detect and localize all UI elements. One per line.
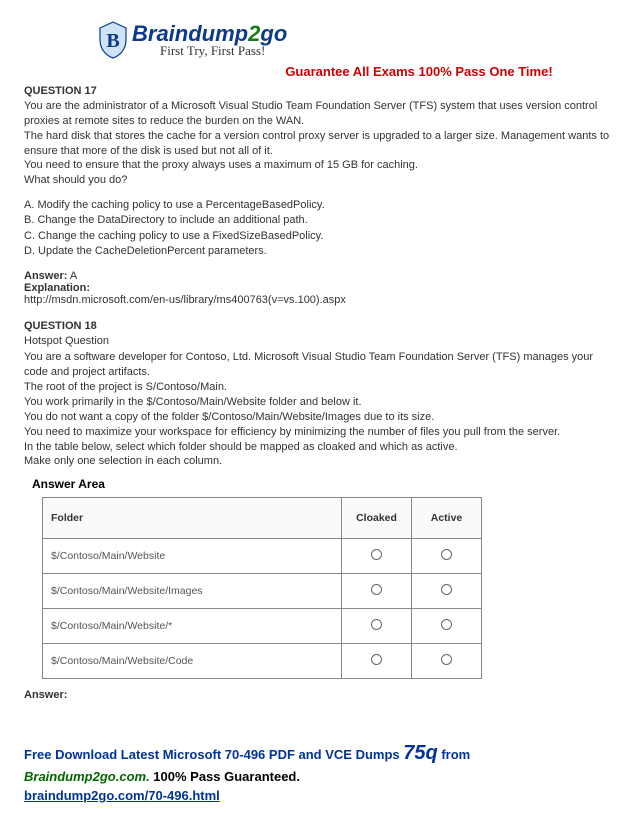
hotspot-table: Folder Cloaked Active $/Contoso/Main/Web… (42, 497, 482, 679)
q18-title: QUESTION 18 (24, 320, 614, 332)
radio-cloaked-0[interactable] (371, 549, 382, 560)
q17-option-a: A. Modify the caching policy to use a Pe… (24, 198, 614, 213)
logo: B Braindump2go First Try, First Pass! (96, 20, 287, 60)
col-cloaked: Cloaked (342, 498, 412, 539)
radio-cloaked-1[interactable] (371, 584, 382, 595)
q17-option-d: D. Update the CacheDeletionPercent param… (24, 244, 614, 259)
svg-text:B: B (106, 30, 119, 52)
folder-cell: $/Contoso/Main/Website (43, 539, 342, 574)
q17-body: You are the administrator of a Microsoft… (24, 99, 614, 188)
table-row: $/Contoso/Main/Website/Images (43, 574, 482, 609)
footer-brand: Braindump2go.com. (24, 769, 150, 784)
q17-answer-row: Answer: A (24, 270, 614, 282)
col-active: Active (412, 498, 482, 539)
folder-cell: $/Contoso/Main/Website/* (43, 609, 342, 644)
radio-active-3[interactable] (441, 654, 452, 665)
radio-active-2[interactable] (441, 619, 452, 630)
q17-title: QUESTION 17 (24, 85, 614, 97)
footer-big: 75q (403, 742, 437, 764)
page-container: B Braindump2go First Try, First Pass! Gu… (0, 0, 638, 830)
q17-option-c: C. Change the caching policy to use a Fi… (24, 229, 614, 244)
guarantee-text: Guarantee All Exams 100% Pass One Time! (224, 64, 614, 79)
q17-explanation-link: http://msdn.microsoft.com/en-us/library/… (24, 294, 614, 306)
q18-body: You are a software developer for Contoso… (24, 350, 614, 469)
folder-cell: $/Contoso/Main/Website/Images (43, 574, 342, 609)
footer: Free Download Latest Microsoft 70-496 PD… (24, 739, 614, 806)
footer-line1b: from (438, 747, 471, 762)
q18-answer-label: Answer: (24, 689, 67, 701)
header-row: B Braindump2go First Try, First Pass! (96, 20, 614, 60)
q18-answer-row: Answer: (24, 689, 614, 701)
footer-line1a: Free Download Latest Microsoft 70-496 PD… (24, 747, 403, 762)
answer-area-label: Answer Area (32, 477, 614, 491)
q17-explanation-row: Explanation: (24, 282, 614, 294)
q17-answer-label: Answer: (24, 270, 67, 282)
footer-link[interactable]: braindump2go.com/70-496.html (24, 788, 220, 803)
q17-explanation-label: Explanation: (24, 282, 90, 294)
logo-badge-icon: B (96, 20, 130, 60)
q17-options: A. Modify the caching policy to use a Pe… (24, 198, 614, 260)
table-row: $/Contoso/Main/Website (43, 539, 482, 574)
radio-cloaked-2[interactable] (371, 619, 382, 630)
folder-cell: $/Contoso/Main/Website/Code (43, 644, 342, 679)
radio-active-0[interactable] (441, 549, 452, 560)
logo-tagline: First Try, First Pass! (160, 44, 287, 57)
table-row: $/Contoso/Main/Website/* (43, 609, 482, 644)
radio-cloaked-3[interactable] (371, 654, 382, 665)
q17-option-b: B. Change the DataDirectory to include a… (24, 213, 614, 228)
q17-answer-value: A (70, 270, 77, 282)
col-folder: Folder (43, 498, 342, 539)
q18-subtitle: Hotspot Question (24, 334, 614, 349)
logo-text: Braindump2go First Try, First Pass! (132, 23, 287, 57)
table-row: $/Contoso/Main/Website/Code (43, 644, 482, 679)
radio-active-1[interactable] (441, 584, 452, 595)
footer-guarantee: 100% Pass Guaranteed. (150, 769, 300, 784)
